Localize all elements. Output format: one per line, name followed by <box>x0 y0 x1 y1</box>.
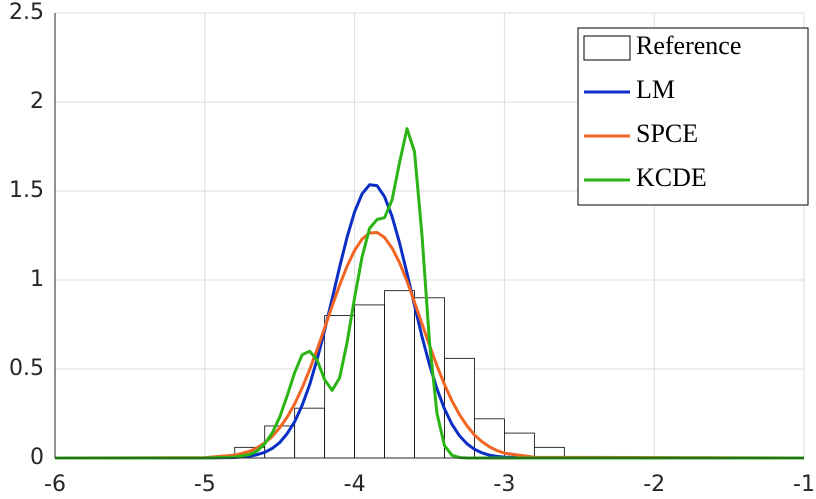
y-tick-label: 1 <box>30 267 44 292</box>
x-tick-label: -6 <box>44 472 66 497</box>
legend-label: SPCE <box>636 119 698 148</box>
y-tick-label: 2 <box>30 89 44 114</box>
x-tick-label: -5 <box>194 472 216 497</box>
x-tick-label: -2 <box>643 472 665 497</box>
y-tick-label: 0.5 <box>9 356 44 381</box>
x-tick-label: -4 <box>344 472 366 497</box>
histogram-bar <box>384 290 415 459</box>
histogram-bar <box>294 407 326 459</box>
histogram-bar <box>324 315 356 459</box>
x-tick-label: -1 <box>793 472 815 497</box>
x-tick-label: -3 <box>493 472 515 497</box>
legend-label: KCDE <box>636 163 707 192</box>
legend-swatch <box>583 35 631 61</box>
line-series <box>55 183 804 460</box>
histogram-bar <box>354 304 385 459</box>
legend-label: LM <box>636 75 675 104</box>
y-tick-label: 0 <box>30 445 44 470</box>
y-tick-label: 2.5 <box>9 0 44 25</box>
line-series <box>54 230 805 460</box>
legend-label: Reference <box>636 31 741 60</box>
y-tick-label: 1.5 <box>9 178 44 203</box>
histogram-bar <box>444 357 475 459</box>
